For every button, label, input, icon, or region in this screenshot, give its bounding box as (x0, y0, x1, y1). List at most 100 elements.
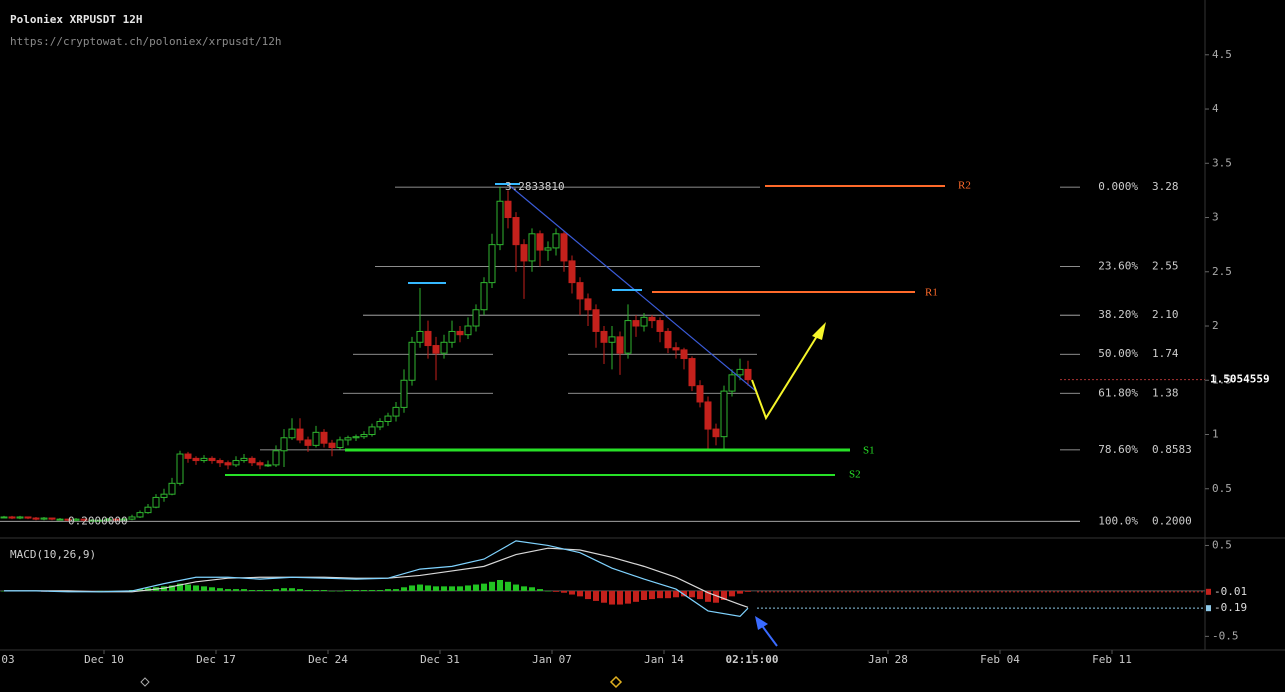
histogram-bar (481, 583, 487, 591)
arrow-head (755, 616, 768, 630)
resistance-label: R2 (958, 180, 971, 192)
histogram-bar (281, 588, 287, 591)
histogram-bar (569, 590, 575, 595)
y-tick-label: -0.5 (1212, 629, 1239, 642)
histogram-bar (321, 590, 327, 591)
x-tick-label: Jan 07 (532, 653, 572, 666)
extreme-label: 0.2000000 (68, 514, 128, 527)
support-label: S2 (849, 469, 861, 481)
histogram-bar (561, 590, 567, 593)
y-tick-label: 1 (1212, 428, 1219, 441)
chart-title: Poloniex XRPUSDT 12H (10, 13, 142, 26)
x-tick-label: Feb 04 (980, 653, 1020, 666)
candle-body (408, 341, 416, 381)
candle-body (272, 450, 280, 466)
candle-body (600, 330, 608, 343)
candle-body (336, 439, 344, 449)
histogram-bar (297, 589, 303, 591)
histogram-bar (169, 585, 175, 591)
candle-body (80, 518, 88, 521)
candle-body (128, 516, 136, 520)
histogram-bar (409, 585, 415, 591)
candle-body (328, 442, 336, 449)
x-tick-label: 02:15:00 (726, 653, 779, 666)
candle-body (248, 457, 256, 464)
histogram-bar (257, 590, 263, 591)
event-marker (609, 675, 623, 689)
candle-body (536, 233, 544, 251)
fib-price: 1.38 (1152, 386, 1179, 399)
candle-body (48, 517, 56, 520)
resistance-label: R1 (925, 287, 938, 299)
histogram-bar (617, 590, 623, 605)
histogram-bar (649, 590, 655, 600)
candle-body (568, 260, 576, 284)
candle-body (56, 518, 64, 521)
macd-line (4, 540, 749, 618)
y-tick-label: 4 (1212, 102, 1219, 115)
histogram-bar (721, 590, 727, 600)
candle-body (112, 518, 120, 521)
histogram-bar (577, 590, 583, 597)
candle-body (528, 233, 536, 262)
candle-body (488, 244, 496, 284)
candle-body (560, 233, 568, 262)
candle-body (504, 200, 512, 219)
candle-body (0, 516, 8, 519)
histogram-bar (385, 589, 391, 591)
candle-body (232, 460, 240, 466)
histogram-bar (401, 587, 407, 591)
value-marker (1206, 588, 1211, 595)
x-tick-label: Feb 11 (1092, 653, 1132, 666)
candle-body (656, 320, 664, 332)
fib-price: 1.74 (1152, 347, 1179, 360)
candle-body (640, 316, 648, 327)
histogram-bar (305, 590, 311, 591)
histogram-bar (529, 587, 535, 591)
candle-body (320, 431, 328, 444)
candle-body (176, 453, 184, 484)
candle-body (256, 462, 264, 466)
candle-body (416, 330, 424, 343)
candle-body (152, 496, 160, 508)
histogram-bar (633, 590, 639, 602)
candle-body (624, 320, 632, 354)
candle-body (344, 437, 352, 441)
histogram-bar (489, 581, 495, 591)
candle-body (32, 517, 40, 520)
value-marker (1206, 605, 1211, 612)
x-tick-label: Jan 28 (868, 653, 908, 666)
candle-body (520, 244, 528, 262)
arrow-head (812, 322, 826, 340)
fib-price: 2.55 (1152, 259, 1179, 272)
candle-body (296, 428, 304, 441)
candle-body (288, 428, 296, 439)
extreme-label: 3.2833810 (505, 180, 565, 193)
histogram-bar (241, 589, 247, 591)
candle-body (136, 512, 144, 518)
histogram-bar (465, 585, 471, 591)
histogram-bar (473, 584, 479, 591)
histogram-bar (393, 589, 399, 591)
x-tick-label: Dec 31 (420, 653, 460, 666)
candle-body (280, 437, 288, 452)
candle-body (8, 516, 16, 519)
y-tick-label: 2.5 (1212, 265, 1232, 278)
candle-body (40, 517, 48, 520)
candle-body (448, 330, 456, 343)
histogram-bar (417, 584, 423, 591)
histogram-bar (201, 586, 207, 591)
candle-body (584, 298, 592, 311)
candle-body (632, 320, 640, 327)
candle-body (704, 401, 712, 430)
candle-body (16, 516, 24, 519)
x-tick-label: Jan 14 (644, 653, 684, 666)
candle-body (72, 518, 80, 521)
fib-percent: 0.000% (1098, 180, 1138, 193)
chart-url: https://cryptowat.ch/poloniex/xrpusdt/12… (10, 35, 282, 48)
histogram-bar (217, 588, 223, 591)
histogram-bar (585, 590, 591, 600)
candle-body (240, 457, 248, 462)
